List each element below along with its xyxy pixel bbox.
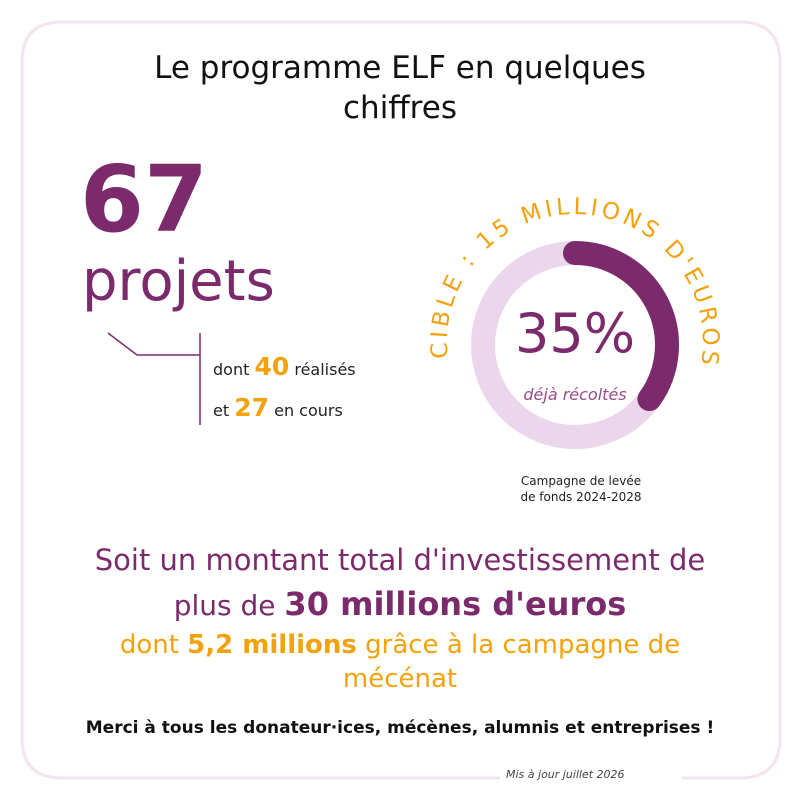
campaign-note: de fonds 2024-2028	[520, 490, 641, 504]
percent-label: 35%	[515, 302, 635, 365]
percent-caption: déjà récoltés	[523, 385, 626, 404]
done-count: 40	[254, 352, 290, 381]
text: dont	[213, 360, 250, 379]
bracket	[107, 332, 200, 356]
project-label: projets	[82, 249, 275, 314]
campaign-line: dont 5,2 millions grâce à la campagne de…	[100, 628, 700, 696]
text: en cours	[274, 401, 343, 420]
campaign-amount: 5,2 millions	[187, 630, 357, 660]
total-amount: 30 millions d'euros	[284, 585, 627, 623]
total-line: Soit un montant total d'investissement d…	[94, 543, 706, 577]
title: Le programme ELF en quelques chiffres	[154, 50, 646, 126]
donut-arc	[563, 241, 679, 412]
text: réalisés	[294, 360, 356, 379]
ongoing-count: 27	[234, 393, 270, 422]
total-block: Soit un montant total d'investissement d…	[60, 538, 740, 696]
thanks: Merci à tous les donateur·ices, mécènes,…	[85, 718, 715, 738]
ongoing-line: et 27 en cours	[213, 393, 343, 422]
done-line: dont 40 réalisés	[213, 352, 356, 381]
project-count: 67	[80, 146, 209, 253]
campaign-note: Campagne de levée	[521, 474, 641, 488]
text: et	[213, 401, 230, 420]
text: dont	[119, 630, 179, 660]
text: grâce à la campagne de mécénat	[342, 630, 681, 694]
updated: Mis à jour juillet 2026	[506, 768, 625, 781]
frame	[20, 20, 782, 780]
text: plus de	[173, 589, 276, 622]
total-line: plus de 30 millions d'euros	[60, 582, 740, 628]
